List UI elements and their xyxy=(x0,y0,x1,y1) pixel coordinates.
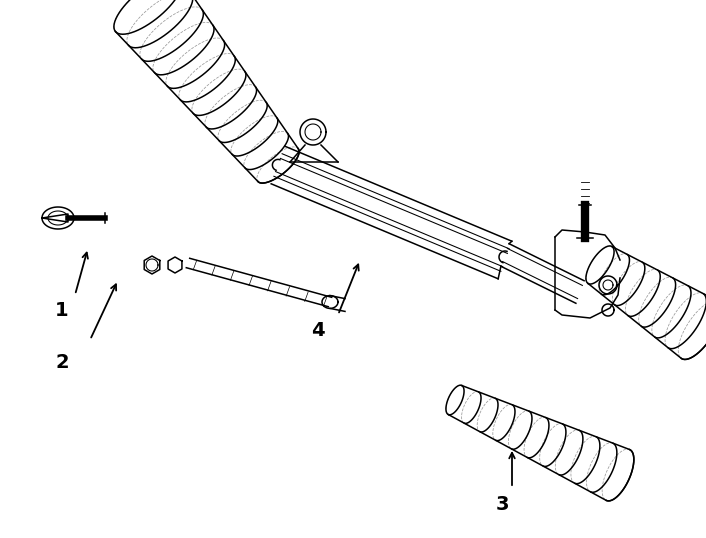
Text: 2: 2 xyxy=(55,352,68,372)
Text: 4: 4 xyxy=(311,321,325,339)
Text: 3: 3 xyxy=(495,495,509,514)
Text: 1: 1 xyxy=(55,301,68,320)
